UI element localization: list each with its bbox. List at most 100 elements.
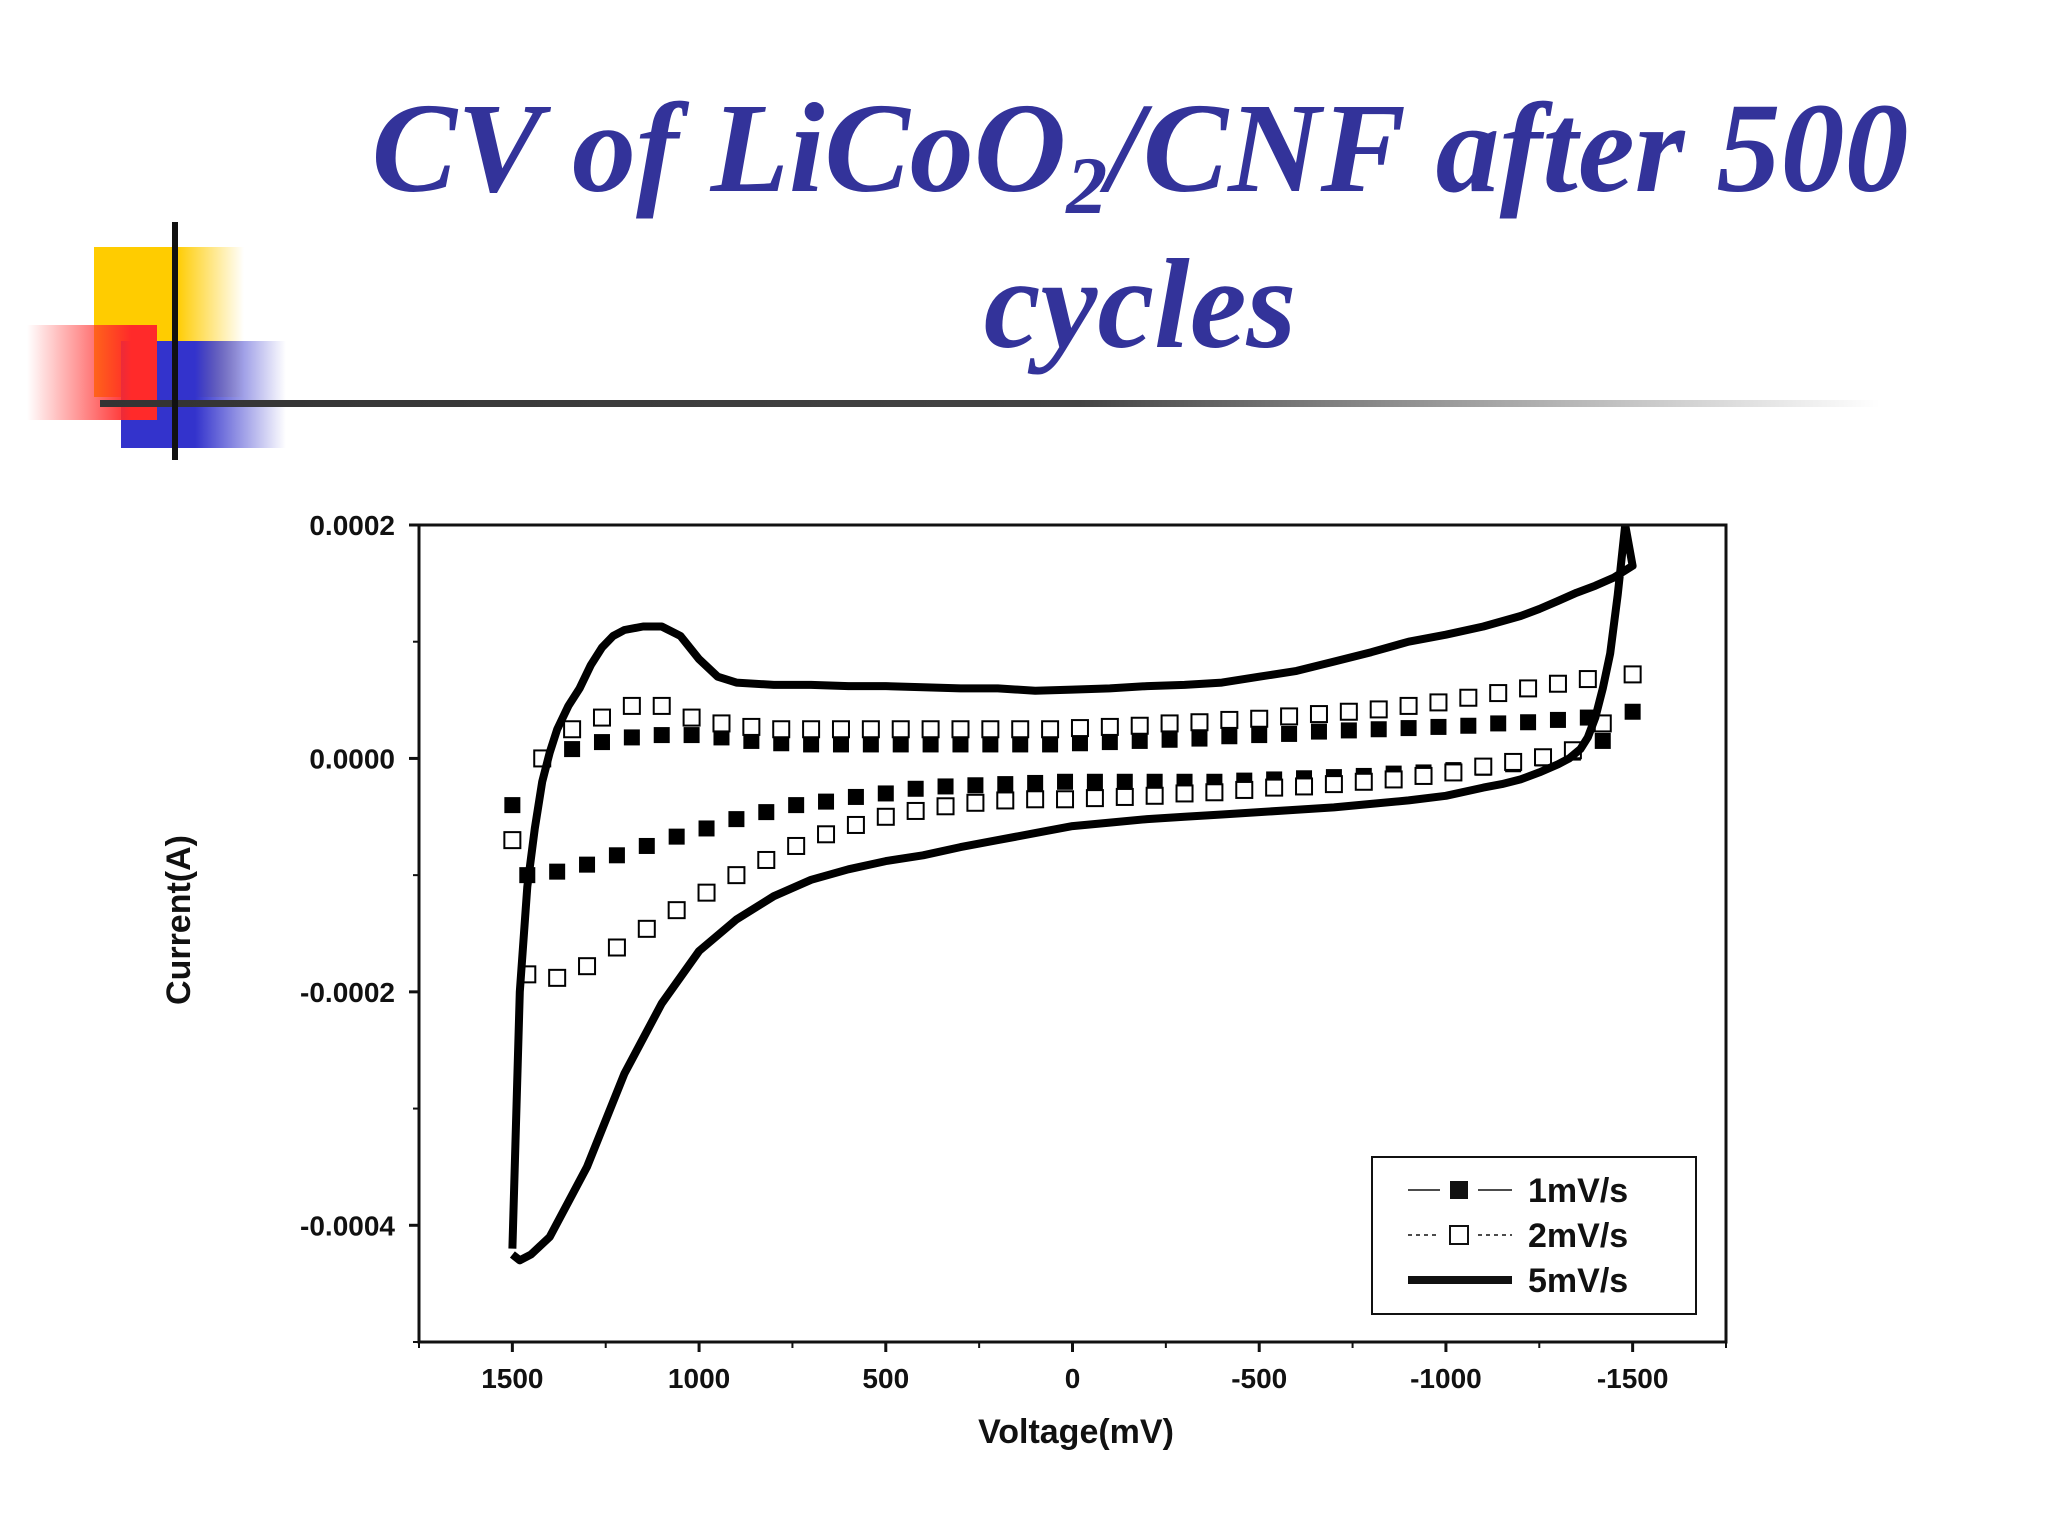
x-axis-title: Voltage(mV) (978, 1413, 1174, 1451)
legend-item: 1mV/s (1408, 1172, 1628, 1210)
data-point (1474, 757, 1493, 776)
data-point (653, 727, 670, 744)
legend-item: 5mV/s (1408, 1262, 1628, 1300)
data-point (1057, 773, 1074, 790)
data-point (1369, 700, 1388, 719)
x-tick-label: -1500 (1597, 1363, 1669, 1394)
data-point (683, 727, 700, 744)
data-point (1086, 773, 1103, 790)
decor-vertical-rule (172, 222, 178, 460)
data-point (1070, 719, 1089, 738)
decor-horizontal-rule (100, 400, 1880, 407)
series-2mV/s (503, 665, 1642, 987)
data-point (951, 720, 970, 739)
data-point (1324, 775, 1343, 794)
data-point (1295, 777, 1314, 796)
data-point (817, 825, 836, 844)
data-point (1235, 780, 1254, 799)
data-point (742, 717, 761, 736)
data-point (982, 736, 999, 753)
data-point (861, 720, 880, 739)
data-point (1116, 773, 1133, 790)
data-point (592, 708, 611, 727)
data-point (1459, 688, 1478, 707)
data-point (1384, 770, 1403, 789)
data-point (1145, 786, 1164, 805)
data-point (1548, 674, 1567, 693)
data-point (622, 696, 641, 715)
data-point (1520, 714, 1537, 731)
data-point (713, 729, 730, 746)
data-point (1012, 736, 1029, 753)
data-point (787, 836, 806, 855)
data-point (1250, 709, 1269, 728)
data-point (504, 797, 521, 814)
legend: 1mV/s 2mV/s 5mV/s (1371, 1156, 1697, 1315)
x-tick-label: -1000 (1410, 1363, 1482, 1394)
y-axis-title: Current(A) (160, 835, 198, 1005)
data-point (1370, 721, 1387, 738)
data-point (712, 714, 731, 733)
data-point (668, 828, 685, 845)
data-point (548, 968, 567, 987)
data-point (967, 777, 984, 794)
data-point (1623, 665, 1642, 684)
data-point (579, 856, 596, 873)
data-point (1175, 784, 1194, 803)
data-point (1490, 715, 1507, 732)
legend-box (1371, 1156, 1697, 1315)
data-point (1011, 720, 1030, 739)
data-point (832, 736, 849, 753)
legend-item: 2mV/s (1408, 1217, 1628, 1255)
title-text-b: /CNF after 500 (1107, 77, 1909, 219)
data-point (907, 780, 924, 797)
y-tick-label: -0.0002 (300, 977, 395, 1008)
data-point (1504, 752, 1523, 771)
data-point (1309, 705, 1328, 724)
data-point (1399, 696, 1418, 715)
x-tick-label: 1000 (668, 1363, 730, 1394)
data-point (1534, 748, 1553, 767)
data-point (1578, 670, 1597, 689)
data-point (727, 866, 746, 885)
data-point (891, 720, 910, 739)
data-point (802, 720, 821, 739)
data-point (1191, 730, 1208, 747)
data-point (803, 736, 820, 753)
x-tick-label: 500 (862, 1363, 909, 1394)
data-point (1085, 789, 1104, 808)
data-point (892, 736, 909, 753)
data-point (1354, 772, 1373, 791)
data-point (1101, 734, 1118, 751)
data-point (638, 837, 655, 854)
data-point (1429, 693, 1448, 712)
data-point (758, 804, 775, 821)
data-point (652, 696, 671, 715)
data-point (788, 797, 805, 814)
data-point (1221, 728, 1238, 745)
data-point (876, 807, 895, 826)
data-point (877, 785, 894, 802)
data-point (1071, 735, 1088, 752)
data-point (818, 793, 835, 810)
data-point (966, 793, 985, 812)
data-point (1594, 732, 1611, 749)
data-point (637, 919, 656, 938)
data-point (981, 720, 1000, 739)
data-point (1339, 702, 1358, 721)
slide-title: CV of LiCoO2/CNF after 500 cycles (340, 70, 1940, 382)
data-point (1205, 783, 1224, 802)
data-point (503, 831, 522, 850)
data-point (1100, 717, 1119, 736)
data-point (1414, 766, 1433, 785)
data-point (1400, 720, 1417, 737)
data-point (682, 708, 701, 727)
data-point (1160, 714, 1179, 733)
data-point (563, 720, 582, 739)
data-point (1340, 722, 1357, 739)
data-point (997, 776, 1014, 793)
data-point (1027, 774, 1044, 791)
data-point (1115, 787, 1134, 806)
data-point (921, 720, 940, 739)
